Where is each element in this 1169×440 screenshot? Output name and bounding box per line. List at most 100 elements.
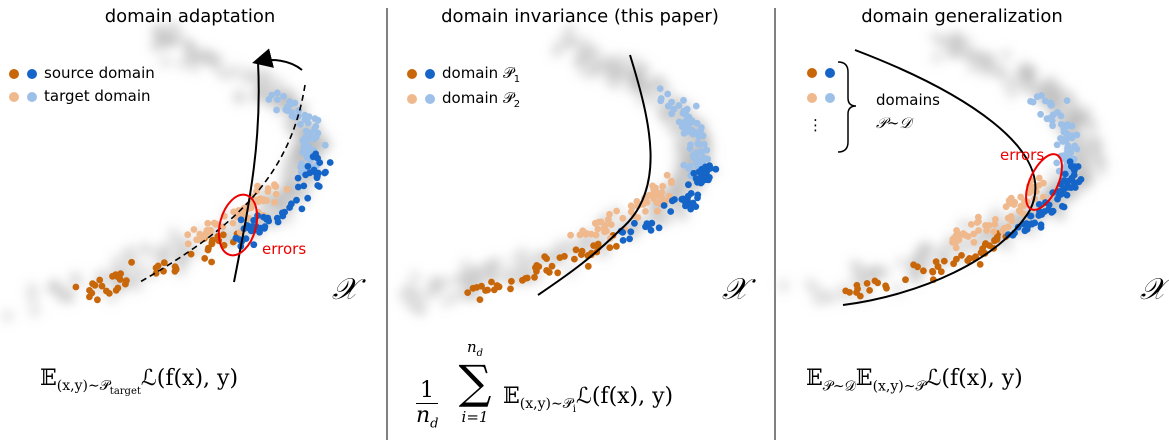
cloud-blob	[0, 308, 15, 323]
point	[114, 284, 122, 292]
cloud-blob	[150, 22, 165, 37]
cloud-blob	[951, 31, 966, 46]
panel-title: domain invariance (this paper)	[441, 6, 719, 27]
point	[272, 190, 280, 198]
legend-label: domains	[876, 91, 940, 109]
point	[1027, 212, 1035, 220]
space-label: 𝒳	[332, 272, 358, 307]
point	[250, 241, 258, 249]
point	[659, 182, 667, 190]
point	[874, 279, 882, 287]
cloud-blob	[27, 304, 42, 318]
point	[1061, 170, 1069, 178]
point	[91, 281, 99, 289]
cloud-blob	[67, 270, 82, 285]
cloud-blob	[202, 48, 217, 63]
point	[302, 147, 309, 154]
point	[854, 285, 861, 293]
point	[184, 240, 192, 248]
cloud-blob	[602, 54, 617, 69]
point	[937, 268, 945, 276]
point	[976, 261, 984, 268]
legend-label: domain 𝒫2	[442, 89, 520, 110]
point	[1004, 214, 1012, 222]
point	[1038, 211, 1046, 218]
cloud-blob	[612, 68, 627, 83]
point	[689, 199, 697, 207]
cloud-blob	[438, 275, 453, 290]
point	[653, 199, 661, 207]
point	[1028, 183, 1036, 191]
point	[312, 150, 320, 158]
point	[1001, 224, 1008, 232]
point	[685, 181, 692, 189]
point	[953, 227, 960, 234]
point	[476, 296, 484, 303]
cloud-blob	[894, 255, 909, 270]
point	[675, 102, 683, 109]
cloud-blob	[1094, 163, 1108, 178]
cloud-blob	[917, 249, 932, 264]
cloud-blob	[414, 301, 429, 316]
point	[273, 89, 281, 97]
subscript: d	[476, 348, 484, 359]
annotation: errors	[262, 240, 307, 258]
point	[627, 228, 635, 236]
point	[1041, 97, 1049, 105]
point	[685, 164, 693, 172]
point	[152, 269, 160, 277]
point	[950, 234, 958, 242]
cloud-blob	[552, 39, 567, 54]
space-label: 𝒳	[722, 272, 748, 307]
cloud-blob	[588, 44, 603, 59]
point	[663, 171, 671, 179]
cloud-blob	[156, 241, 171, 256]
point	[607, 221, 615, 229]
point	[703, 146, 711, 154]
point	[322, 168, 329, 176]
point	[280, 93, 287, 100]
point	[112, 271, 120, 279]
point	[991, 236, 998, 244]
point	[694, 194, 701, 202]
formula: 𝔼(x,y)∼𝒫iℒ(f(x), y)	[503, 384, 673, 415]
point	[1035, 174, 1043, 182]
point	[304, 163, 312, 170]
point	[128, 258, 136, 266]
point	[680, 96, 687, 104]
symbol: 𝔼	[806, 366, 823, 391]
point	[303, 154, 311, 162]
point	[302, 171, 309, 179]
subscript: (x,y)∼𝒫	[872, 378, 926, 395]
cloud-blob	[803, 276, 818, 291]
point	[283, 103, 291, 111]
point	[613, 242, 620, 250]
cloud-blob	[440, 294, 455, 309]
point	[929, 267, 936, 275]
point	[273, 106, 280, 114]
cloud-blob	[259, 67, 274, 82]
point	[680, 161, 688, 169]
point	[464, 289, 472, 296]
point	[548, 262, 556, 270]
point	[656, 85, 664, 92]
point	[692, 153, 700, 161]
cloud-blob	[168, 234, 183, 249]
legend-text: domain 𝒫	[442, 64, 514, 82]
point	[197, 234, 204, 242]
point	[883, 284, 890, 292]
point	[272, 183, 280, 190]
point	[316, 159, 324, 167]
point	[990, 228, 998, 236]
point	[288, 200, 295, 208]
cloud-blob	[135, 261, 150, 276]
subscript: 1	[513, 74, 521, 85]
point	[571, 255, 578, 263]
subscript: 2	[513, 99, 521, 110]
cloud-blob	[974, 57, 989, 72]
point	[668, 177, 675, 185]
sum: nd ∑ i=1	[450, 338, 500, 426]
point	[1063, 136, 1070, 144]
cloud-blob	[253, 78, 268, 93]
point	[561, 252, 568, 260]
